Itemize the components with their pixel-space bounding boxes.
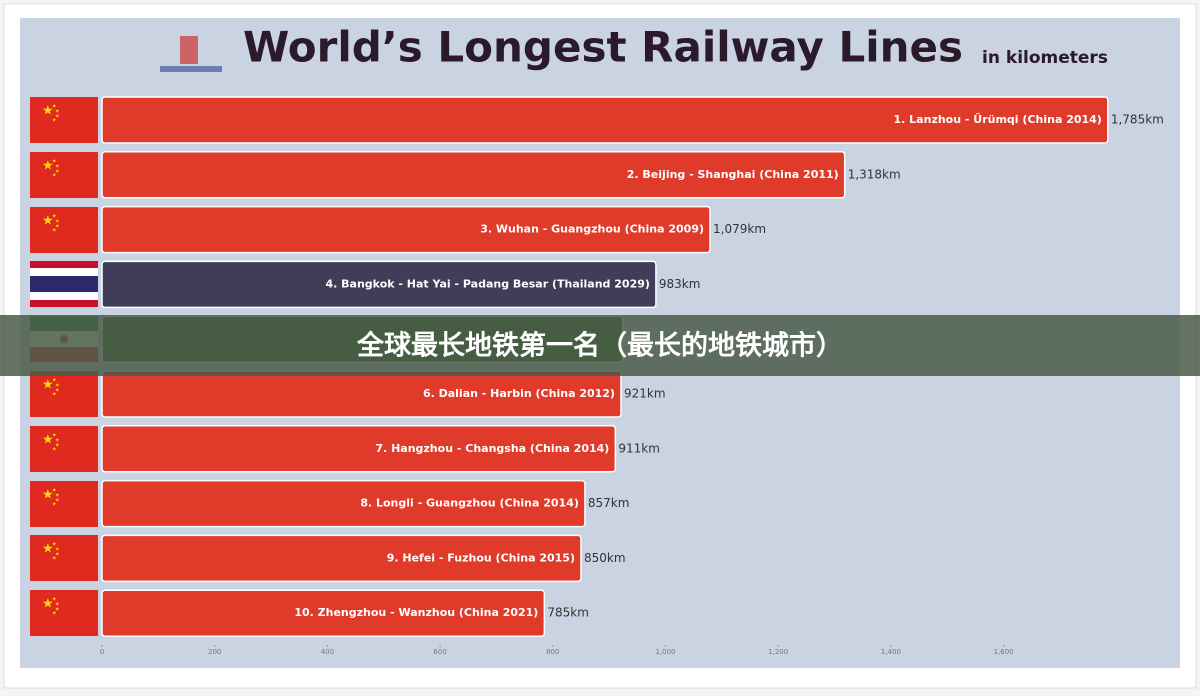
bar xyxy=(101,260,657,309)
bar-label: 8. Longli - Guangzhou (China 2014) xyxy=(360,497,579,510)
x-tick-label: 0 xyxy=(100,648,104,656)
value-label: 1,785km xyxy=(1111,113,1164,127)
value-label: 785km xyxy=(547,606,589,620)
bar xyxy=(101,534,582,583)
bar-label: 3. Wuhan - Guangzhou (China 2009) xyxy=(480,223,704,236)
banner-background xyxy=(0,315,1200,376)
x-tick-label: 400 xyxy=(321,648,334,656)
bar-label: 9. Hefei - Fuzhou (China 2015) xyxy=(387,551,575,564)
value-label: 911km xyxy=(618,441,660,455)
value-label: 921km xyxy=(624,387,666,401)
value-label: 1,079km xyxy=(713,222,766,236)
x-tick-label: 1,000 xyxy=(655,648,675,656)
x-tick-label: 200 xyxy=(208,648,221,656)
bar-label: 6. Dalian - Harbin (China 2012) xyxy=(423,387,615,400)
chart-title: World’s Longest Railway Lines xyxy=(243,23,963,72)
bar xyxy=(101,425,617,473)
logo xyxy=(160,36,222,72)
value-label: 857km xyxy=(588,496,630,510)
bar xyxy=(101,151,846,199)
bar-label: 7. Hangzhou - Changsha (China 2014) xyxy=(375,442,609,455)
x-tick-label: 800 xyxy=(546,648,559,656)
bar-label: 2. Beijing - Shanghai (China 2011) xyxy=(627,168,839,181)
x-tick-label: 1,600 xyxy=(994,648,1014,656)
value-label: 983km xyxy=(659,277,701,291)
x-tick-label: 600 xyxy=(433,648,446,656)
bar xyxy=(101,96,1109,144)
value-label: 850km xyxy=(584,551,626,565)
bar xyxy=(101,479,586,528)
value-label: 1,318km xyxy=(848,167,901,181)
bar-label: 10. Zhengzhou - Wanzhou (China 2021) xyxy=(294,606,538,619)
bar xyxy=(101,205,711,254)
bar-label: 1. Lanzhou - Ürümqi (China 2014) xyxy=(894,112,1102,126)
banner-text: 全球最长地铁第一名（最长的地铁城市） xyxy=(356,330,843,362)
bar-label: 4. Bangkok - Hat Yai - Padang Besar (Tha… xyxy=(326,277,650,290)
x-tick-label: 1,200 xyxy=(768,648,788,656)
x-tick-label: 1,400 xyxy=(881,648,901,656)
chart-subtitle: in kilometers xyxy=(982,48,1108,68)
bar xyxy=(101,589,546,637)
